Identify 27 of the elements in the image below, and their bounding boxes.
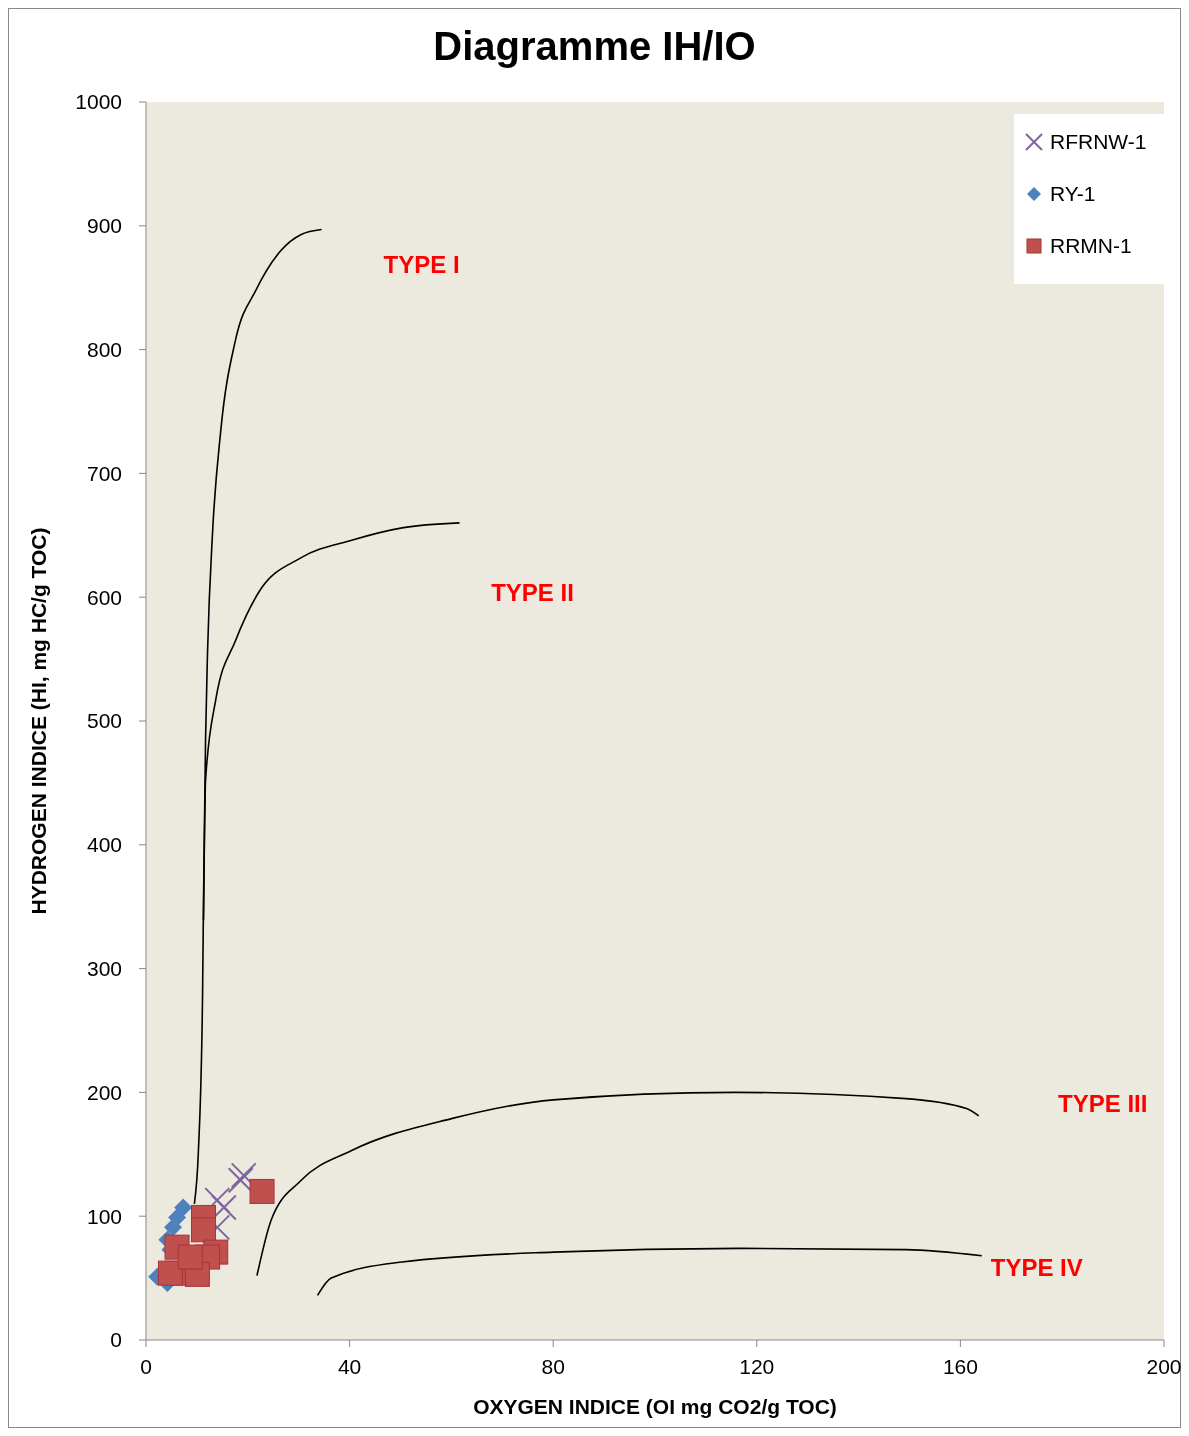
legend-label: RY-1 [1050,182,1096,206]
annotation: TYPE III [1058,1090,1148,1118]
y-tick-label: 600 [86,585,122,609]
x-tick-label: 160 [942,1355,978,1378]
y-tick-label: 0 [110,1328,122,1352]
x-axis-title: OXYGEN INDICE (OI mg CO2/g TOC) [473,1395,837,1418]
legend-label: RRMN-1 [1050,234,1132,258]
chart-title: Diagramme IH/IO [433,24,756,68]
x-tick-label: 120 [739,1355,775,1378]
annotation: TYPE I [383,250,460,278]
y-tick-label: 800 [86,337,122,361]
x-tick-label: 80 [541,1355,565,1378]
annotation: TYPE II [491,579,574,607]
y-tick-label: 300 [86,956,122,980]
x-tick-label: 0 [140,1355,152,1378]
y-axis-title: HYDROGEN INDICE (HI, mg HC/g TOC) [27,527,50,915]
x-tick-label: 200 [1146,1355,1182,1378]
legend-label: RFRNW-1 [1050,130,1147,154]
y-tick-label: 100 [86,1204,122,1228]
y-tick-label: 200 [86,1080,122,1104]
annotation: TYPE IV [990,1254,1083,1282]
y-tick-label: 700 [86,461,122,485]
y-tick-label: 500 [86,709,122,733]
x-tick-label: 40 [337,1355,362,1378]
y-tick-label: 1000 [75,90,122,114]
y-tick-label: 900 [86,214,122,238]
y-tick-label: 400 [86,833,122,857]
